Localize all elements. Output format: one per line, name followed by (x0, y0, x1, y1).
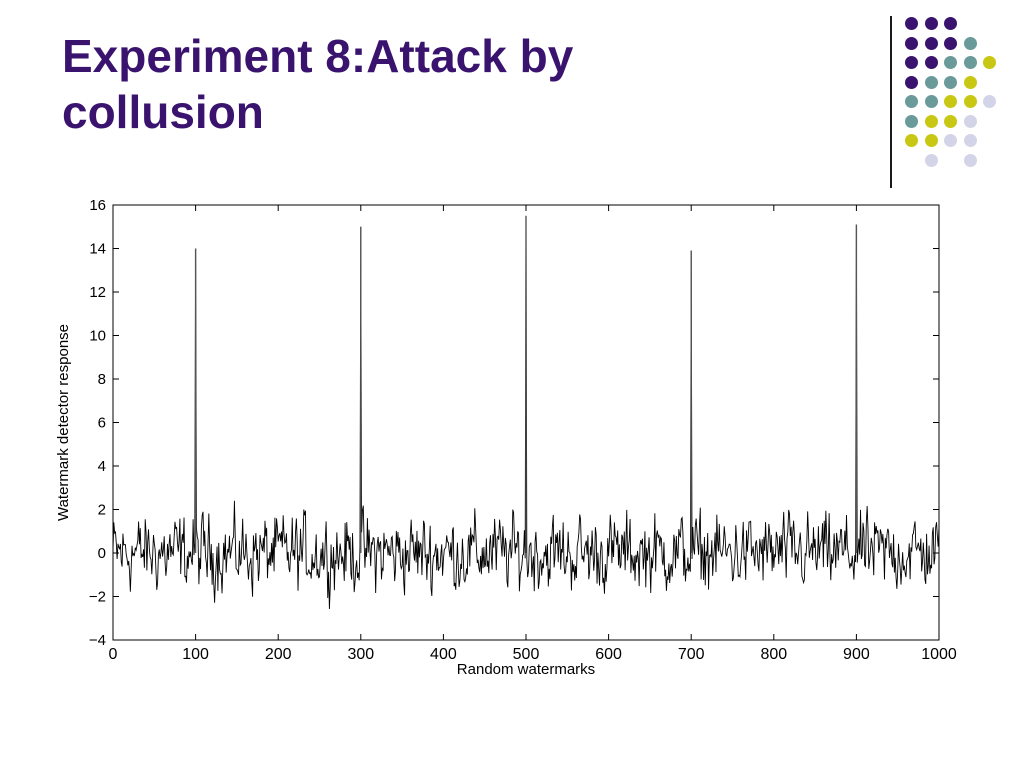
y-tick-label: 8 (98, 371, 106, 388)
decorative-dot-lavender (944, 134, 957, 147)
decorative-divider-line (890, 16, 892, 188)
y-tick-label: 16 (89, 197, 106, 214)
line-chart: 0 100 200 300 400 500 600 700 800 900 1000 −4 −2 0 2 4 6… (55, 197, 957, 678)
decorative-dot-yellow (983, 56, 996, 69)
y-tick-label: 12 (89, 284, 106, 301)
decorative-dot-purple (905, 36, 918, 50)
decorative-dot-yellow (944, 95, 957, 108)
y-axis-label: Watermark detector response (55, 324, 72, 521)
decorative-dot-yellow (905, 134, 918, 147)
x-tick-label: 700 (678, 646, 705, 663)
decorative-dot-lavender (963, 153, 977, 167)
decorative-dot-yellow (963, 95, 977, 108)
decorative-dot-lavender (963, 134, 977, 147)
decorative-dot-purple (905, 75, 918, 89)
decorative-dot-lavender (983, 95, 996, 108)
decorative-dot-teal (944, 75, 957, 89)
y-tick-label: 10 (89, 328, 106, 345)
decorative-dot-lavender (924, 153, 938, 167)
y-tick-label: −2 (89, 589, 106, 606)
decorative-dot-yellow (924, 134, 938, 147)
decorative-dot-teal (924, 75, 938, 89)
x-tick-label: 100 (182, 646, 209, 663)
slide-title-line-1: Experiment 8:Attack by (62, 30, 574, 82)
x-tick-label: 0 (109, 646, 118, 663)
x-tick-label: 600 (595, 646, 622, 663)
y-tick-label: 0 (98, 545, 106, 562)
y-tick-label: 6 (98, 415, 106, 432)
decorative-dot-yellow (963, 75, 977, 89)
y-tick-label: 4 (98, 458, 106, 475)
x-tick-label: 1000 (921, 646, 957, 663)
slide-title: Experiment 8:Attack by collusion (62, 28, 842, 140)
decorative-dot-purple (944, 17, 957, 30)
decorative-dot-yellow (924, 114, 938, 128)
decorative-dot-teal (905, 114, 918, 128)
x-tick-label: 900 (843, 646, 870, 663)
decorative-dot-teal (944, 56, 957, 69)
decorative-dot-teal (963, 36, 977, 50)
decorative-dot-yellow (944, 114, 957, 128)
decorative-dot-lavender (963, 114, 977, 128)
decorative-dot-purple (944, 36, 957, 50)
decorative-dot-purple (924, 17, 938, 30)
decorative-dot-purple (924, 36, 938, 50)
x-tick-label: 200 (265, 646, 292, 663)
slide-title-line-2: collusion (62, 86, 264, 138)
x-tick-label: 800 (760, 646, 787, 663)
decorative-dot-teal (963, 56, 977, 69)
decorative-dot-teal (924, 95, 938, 108)
x-axis-label: Random watermarks (457, 661, 595, 678)
decorative-dot-purple (924, 56, 938, 69)
x-tick-label: 400 (430, 646, 457, 663)
y-tick-label: 14 (89, 241, 106, 258)
x-tick-label: 500 (513, 646, 540, 663)
decorative-dot-teal (905, 95, 918, 108)
y-tick-label: −4 (89, 632, 106, 649)
y-tick-label: 2 (98, 502, 106, 519)
decorative-dot-purple (905, 17, 918, 30)
decorative-dot-purple (905, 56, 918, 69)
x-tick-label: 300 (347, 646, 374, 663)
decorative-dot-grid (900, 10, 1010, 170)
